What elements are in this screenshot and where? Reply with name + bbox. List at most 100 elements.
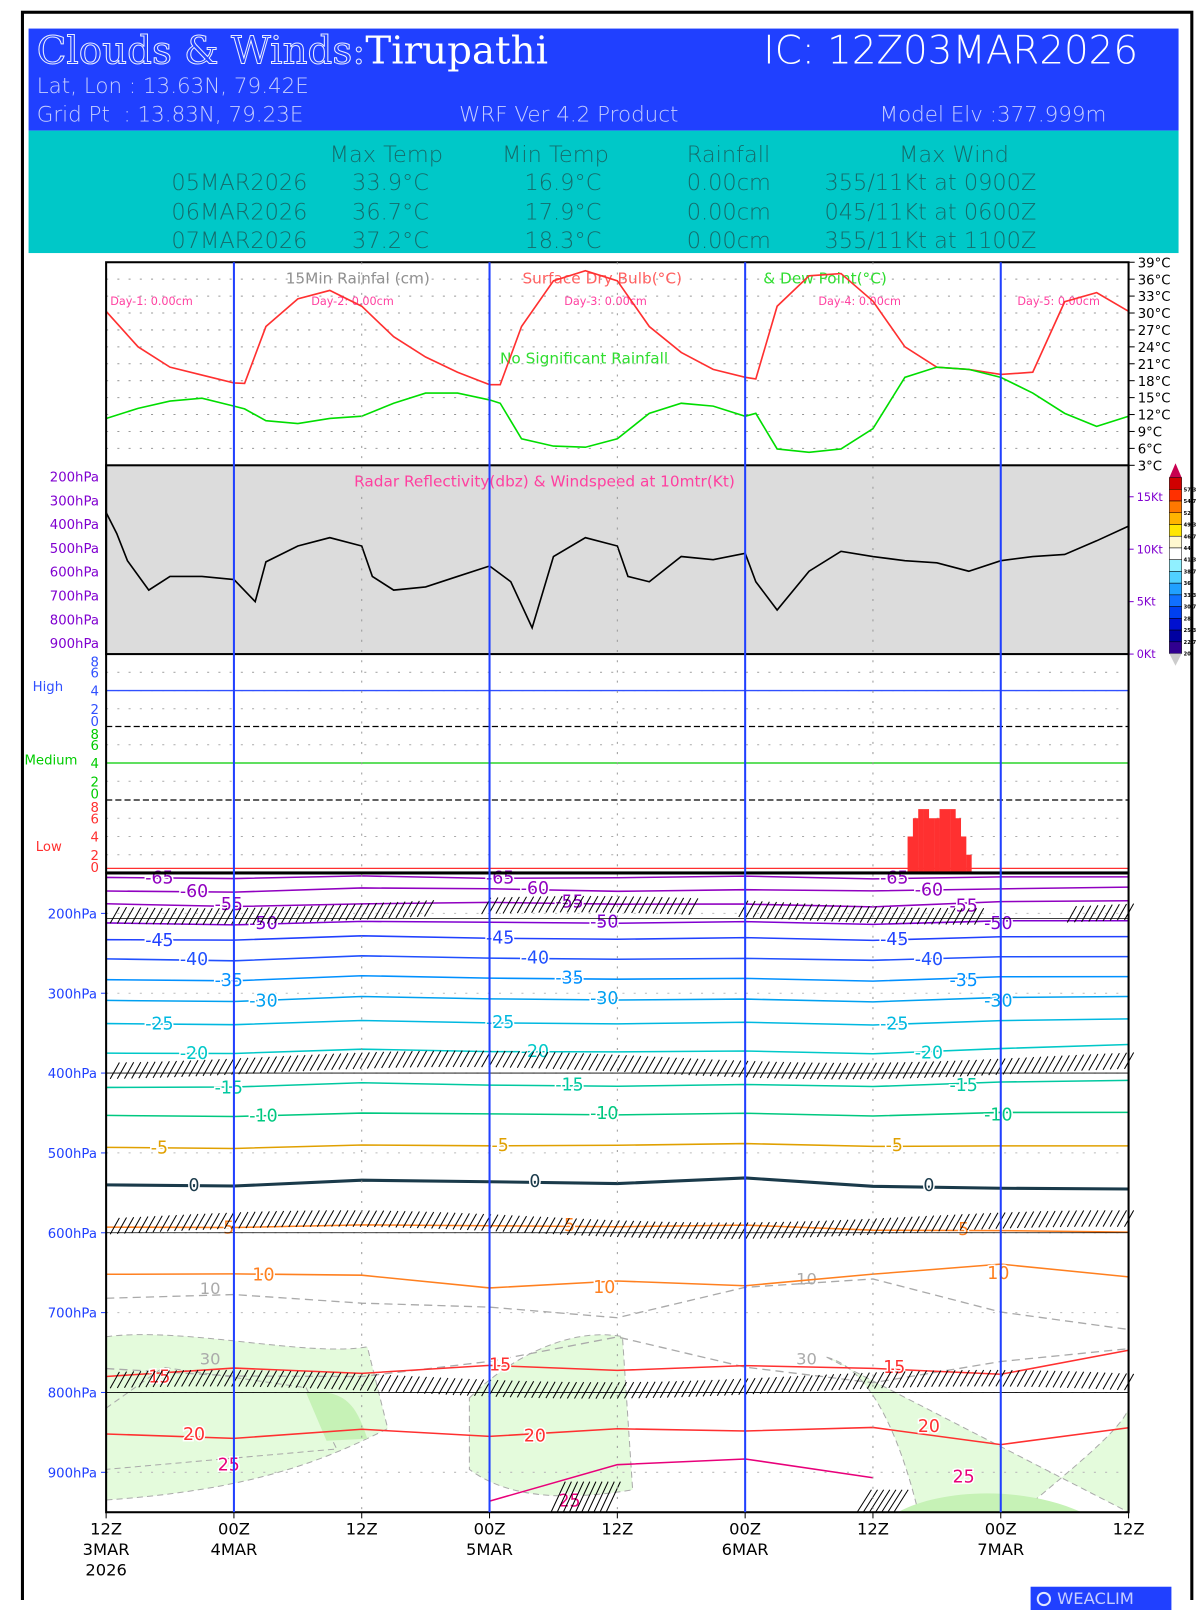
- wind-barb: [438, 1050, 449, 1068]
- low-cloud-bar: [944, 809, 951, 873]
- wind-barb: [1074, 905, 1085, 923]
- wind-barb: [1081, 905, 1092, 923]
- wind-barb: [1074, 1210, 1085, 1228]
- wind-barb: [266, 906, 277, 924]
- wind-barb: [402, 900, 413, 918]
- colorbar-label: 28: [1184, 616, 1192, 622]
- wind-barb: [431, 1211, 442, 1229]
- wind-barb: [952, 1369, 963, 1387]
- colorbar-swatch: [1169, 477, 1182, 490]
- wind-barb: [188, 1059, 199, 1077]
- wind-barb: [531, 1381, 542, 1399]
- wind-barb: [216, 1212, 227, 1230]
- wind-barb: [524, 1381, 535, 1398]
- wind-barb: [838, 905, 849, 923]
- wind-barb: [1045, 1370, 1056, 1388]
- wind-barb: [124, 1216, 135, 1234]
- wind-barb: [1109, 904, 1120, 921]
- wind-tick-label: 10Kt: [1137, 543, 1164, 556]
- row-max: 33.9°C: [352, 170, 429, 196]
- wind-barb: [366, 1051, 377, 1069]
- wind-barb: [252, 1211, 263, 1229]
- wind-barb: [509, 1215, 520, 1233]
- wind-barb: [581, 1481, 597, 1513]
- wind-barb: [145, 1370, 156, 1388]
- wind-barb: [652, 1056, 663, 1074]
- wind-barb: [309, 1371, 320, 1389]
- wind-barb: [495, 1380, 506, 1397]
- wind-barb: [116, 906, 127, 924]
- wind-barb: [224, 907, 235, 925]
- wind-barb: [159, 1370, 170, 1388]
- wind-barb: [959, 1369, 970, 1387]
- wind-barb: [759, 1061, 770, 1079]
- colorbar-swatch: [1169, 629, 1182, 643]
- row-min: 16.9°C: [524, 170, 602, 196]
- wind-barb: [424, 1211, 435, 1229]
- colorbar-label: 52: [1184, 511, 1192, 517]
- wind-barb: [1016, 1057, 1027, 1075]
- col-min-temp: Min Temp: [502, 142, 609, 169]
- col-max-temp: Max Temp: [329, 142, 443, 169]
- isotherm-label: 20: [918, 1417, 940, 1437]
- isotherm-label: -5: [492, 1136, 509, 1156]
- wind-barb: [195, 1369, 206, 1387]
- isotherm-label: -15: [555, 1075, 583, 1095]
- wind-barb: [745, 1377, 756, 1395]
- wind-barb: [331, 1053, 342, 1071]
- cloud-tick-label: 4: [91, 831, 99, 846]
- wind-barb: [338, 1372, 349, 1390]
- wind-barb: [302, 1054, 313, 1072]
- wind-barb: [509, 1380, 520, 1398]
- isotherm-label: -20: [915, 1043, 943, 1063]
- wind-barb: [974, 908, 985, 925]
- wind-barb: [1102, 1053, 1113, 1070]
- wind-barb: [1074, 1054, 1085, 1072]
- wind-barb: [516, 1215, 527, 1233]
- wind-barb: [252, 907, 263, 925]
- wind-barb: [588, 1382, 599, 1399]
- y-tick-label: 15°C: [1138, 392, 1171, 407]
- wind-barb: [495, 1214, 506, 1232]
- low-cloud-bar: [955, 818, 962, 873]
- cloud-tick-label: 8: [91, 801, 99, 816]
- row-min: 18.3°C: [524, 228, 602, 255]
- wind-barb: [745, 1222, 756, 1239]
- wind-barb: [631, 1381, 642, 1399]
- wind-barb: [195, 1059, 206, 1077]
- low-cloud-bar: [918, 809, 924, 873]
- wind-barb: [216, 907, 227, 925]
- summary-table: Max Temp Min Temp Rainfall Max Wind 05MA…: [28, 130, 1179, 255]
- wind-barb: [1038, 1370, 1049, 1388]
- wind-barb: [702, 1222, 713, 1240]
- wind-barb: [259, 1370, 270, 1388]
- wind-barb: [931, 1215, 942, 1232]
- wind-barb: [938, 1060, 949, 1078]
- wind-barb: [288, 1210, 299, 1228]
- wind-tick-label: 0Kt: [1137, 648, 1156, 661]
- wind-barb: [624, 1055, 635, 1073]
- wind-barb: [159, 1061, 170, 1078]
- wind-barb: [445, 1212, 456, 1230]
- y-tick-label: 6°C: [1138, 442, 1162, 457]
- row-wind: 045/11Kt at 0600Z: [824, 199, 1037, 226]
- wind-barb: [859, 1372, 870, 1390]
- wind-barb: [245, 1057, 256, 1075]
- wind-barb: [559, 1052, 570, 1070]
- wind-barb: [288, 906, 299, 924]
- wind-barb: [195, 908, 206, 925]
- wind-barb: [402, 1050, 413, 1068]
- wind-barb: [166, 1214, 177, 1232]
- wind-barb: [116, 1217, 127, 1235]
- pressure-tick-label: 500hPa: [48, 1147, 97, 1162]
- wind-barb: [666, 897, 677, 915]
- wind-barb: [766, 1221, 777, 1239]
- wind-barb: [538, 1051, 549, 1069]
- wind-barb: [145, 1061, 156, 1079]
- cloud-tick-label: 8: [91, 655, 99, 670]
- wind-barb: [802, 1220, 813, 1238]
- wind-barb: [874, 1371, 885, 1389]
- rh-contour: [106, 1278, 1129, 1331]
- wind-barb: [716, 1222, 727, 1240]
- wind-barb: [659, 1057, 670, 1074]
